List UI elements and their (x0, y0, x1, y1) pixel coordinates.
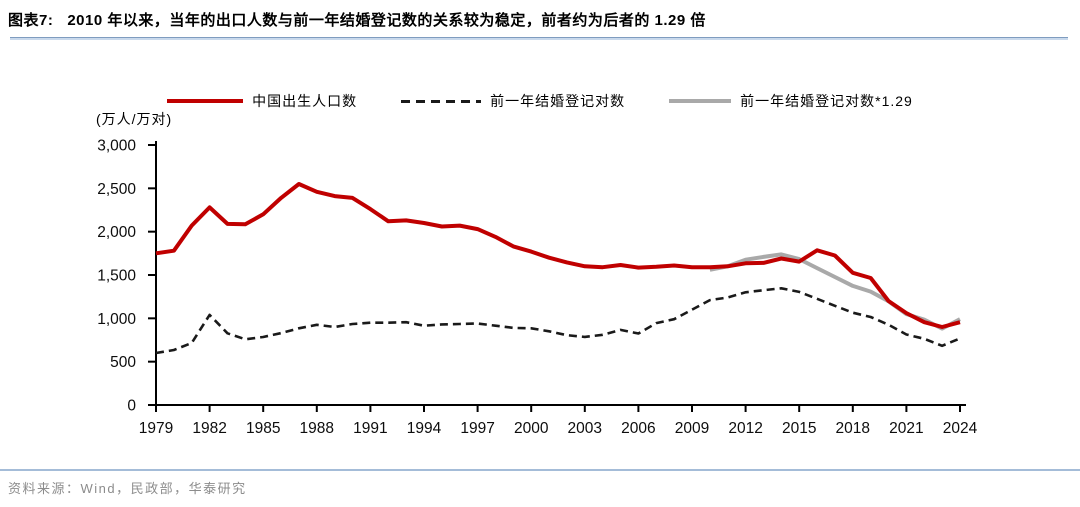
x-tick-label: 2012 (728, 420, 762, 437)
x-tick-label: 1994 (407, 420, 442, 437)
x-tick-label: 2003 (568, 420, 602, 437)
legend-item-marriages-x129: 前一年结婚登记对数*1.29 (669, 91, 913, 111)
legend-swatch-gray-line (669, 99, 732, 103)
series-line-0 (155, 182, 961, 329)
figure-title-text: 2010 年以来，当年的出口人数与前一年结婚登记数的关系较为稳定，前者约为后者的… (67, 12, 706, 29)
series-line-1 (155, 286, 961, 355)
y-axis-unit-label: (万人/万对) (96, 111, 173, 127)
y-tick-label: 2,000 (97, 224, 136, 241)
y-tick-label: 0 (127, 398, 136, 415)
x-tick-label: 2015 (782, 420, 816, 437)
x-tick-label: 1997 (460, 420, 494, 437)
source-note: 资料来源：Wind，民政部，华泰研究 (8, 481, 247, 496)
x-tick-label: 2009 (675, 420, 709, 437)
y-tick-label: 1,000 (97, 311, 136, 328)
legend-item-marriages: 前一年结婚登记对数 (401, 91, 625, 111)
figure-title: 图表7: 2010 年以来，当年的出口人数与前一年结婚登记数的关系较为稳定，前者约… (8, 9, 1072, 30)
y-tick-label: 2,500 (97, 181, 136, 198)
x-tick-label: 1979 (139, 420, 173, 437)
x-tick-label: 2018 (836, 420, 870, 437)
x-tick-label: 2021 (889, 420, 923, 437)
x-tick-label: 2006 (621, 420, 655, 437)
legend-label-births: 中国出生人口数 (252, 93, 358, 109)
x-tick-label: 2024 (943, 420, 978, 437)
legend-item-births: 中国出生人口数 (167, 91, 357, 111)
x-tick-label: 1991 (353, 420, 387, 437)
legend-label-marriages-x129: 前一年结婚登记对数*1.29 (740, 93, 913, 109)
x-tick-label: 1985 (246, 420, 280, 437)
x-tick-label: 1988 (300, 420, 334, 437)
y-tick-label: 3,000 (97, 138, 136, 155)
title-underline (10, 37, 1068, 40)
axes (155, 141, 966, 406)
y-tick-label: 500 (110, 354, 136, 371)
legend-swatch-red-line (167, 99, 244, 103)
footer-divider (0, 469, 1080, 471)
figure-number: 图表7: (8, 12, 54, 29)
x-tick-label: 1982 (192, 420, 226, 437)
y-tick-label: 1,500 (97, 268, 136, 285)
x-tick-label: 2000 (514, 420, 549, 437)
legend-label-marriages: 前一年结婚登记对数 (490, 93, 626, 109)
legend-swatch-dashed-line (401, 99, 482, 103)
chart-legend: 中国出生人口数 前一年结婚登记对数 前一年结婚登记对数*1.29 (0, 91, 1080, 111)
